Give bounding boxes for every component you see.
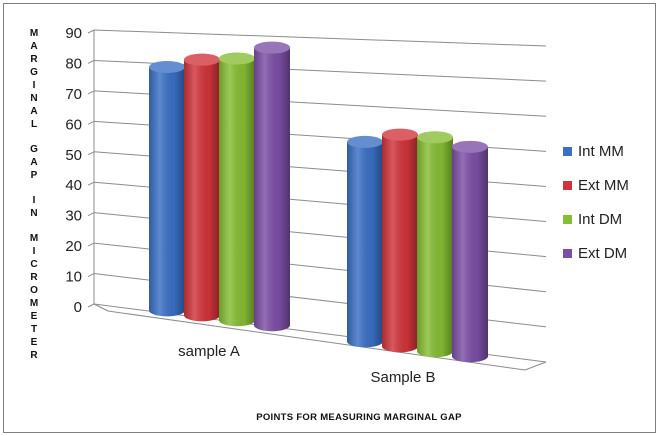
y-tick-label: 90 [65, 25, 82, 42]
category-label: Sample B [370, 369, 435, 386]
y-axis-title: M A R G I N A L G A P I N M I C R O M E T E R [30, 28, 39, 361]
category-label: sample A [178, 343, 240, 360]
chart-svg: 0 10 20 30 40 50 60 70 80 90 sample A Sample B Int… [30, 25, 629, 423]
y-tick-mark [87, 181, 95, 186]
y-tick-label: 30 [65, 208, 82, 225]
legend-label: Int MM [578, 143, 624, 160]
bar-top [254, 41, 290, 54]
y-tick-label: 60 [65, 116, 82, 133]
legend-label: Ext MM [578, 177, 629, 194]
x-axis-title: POINTS FOR MEASURING MARGINAL GAP [256, 412, 462, 423]
y-tick-mark [87, 273, 95, 278]
legend: Int MM Ext MM Int DM Ext DM [563, 143, 629, 262]
y-tick-mark [87, 303, 95, 308]
legend-swatch [563, 147, 572, 156]
bar-sample-a-int-dm [219, 52, 255, 327]
bar-top [219, 52, 255, 65]
bars [149, 41, 488, 363]
y-tick-mark [87, 242, 95, 247]
y-tick-label: 80 [65, 55, 82, 72]
bar-sample-a-ext-mm [184, 53, 220, 322]
category-labels: sample A Sample B [178, 343, 435, 386]
bar-top [347, 135, 383, 148]
legend-swatch [563, 215, 572, 224]
y-axis-tick-labels: 0 10 20 30 40 50 60 70 80 90 [65, 25, 82, 316]
y-tick-mark [87, 151, 95, 156]
y-tick-mark [87, 29, 95, 34]
bar-sample-a-ext-dm [254, 41, 290, 332]
y-tick-mark [87, 59, 95, 64]
bar-top [452, 140, 488, 153]
legend-swatch [563, 181, 572, 190]
bar-sample-b-int-mm [347, 135, 383, 348]
y-tick-mark [87, 212, 95, 217]
legend-label: Int DM [578, 211, 622, 228]
chart-frame: 0 10 20 30 40 50 60 70 80 90 sample A Sample B Int… [3, 3, 656, 433]
legend-label: Ext DM [578, 245, 627, 262]
y-tick-mark [87, 90, 95, 95]
bar-top [417, 131, 453, 144]
bar-sample-b-ext-dm [452, 140, 488, 363]
bar-sample-b-int-dm [417, 131, 453, 358]
y-tick-label: 0 [74, 299, 82, 316]
bar-top [149, 61, 185, 74]
y-tick-label: 10 [65, 269, 82, 286]
bar-top [184, 53, 220, 66]
gridline [93, 29, 547, 47]
bar-sample-b-ext-mm [382, 128, 418, 353]
y-tick-label: 40 [65, 177, 82, 194]
y-tick-label: 50 [65, 147, 82, 164]
bar-top [382, 128, 418, 141]
y-tick-mark [87, 120, 95, 125]
legend-swatch [563, 249, 572, 258]
y-tick-label: 70 [65, 86, 82, 103]
y-tick-label: 20 [65, 238, 82, 255]
bar-sample-a-int-mm [149, 61, 185, 317]
